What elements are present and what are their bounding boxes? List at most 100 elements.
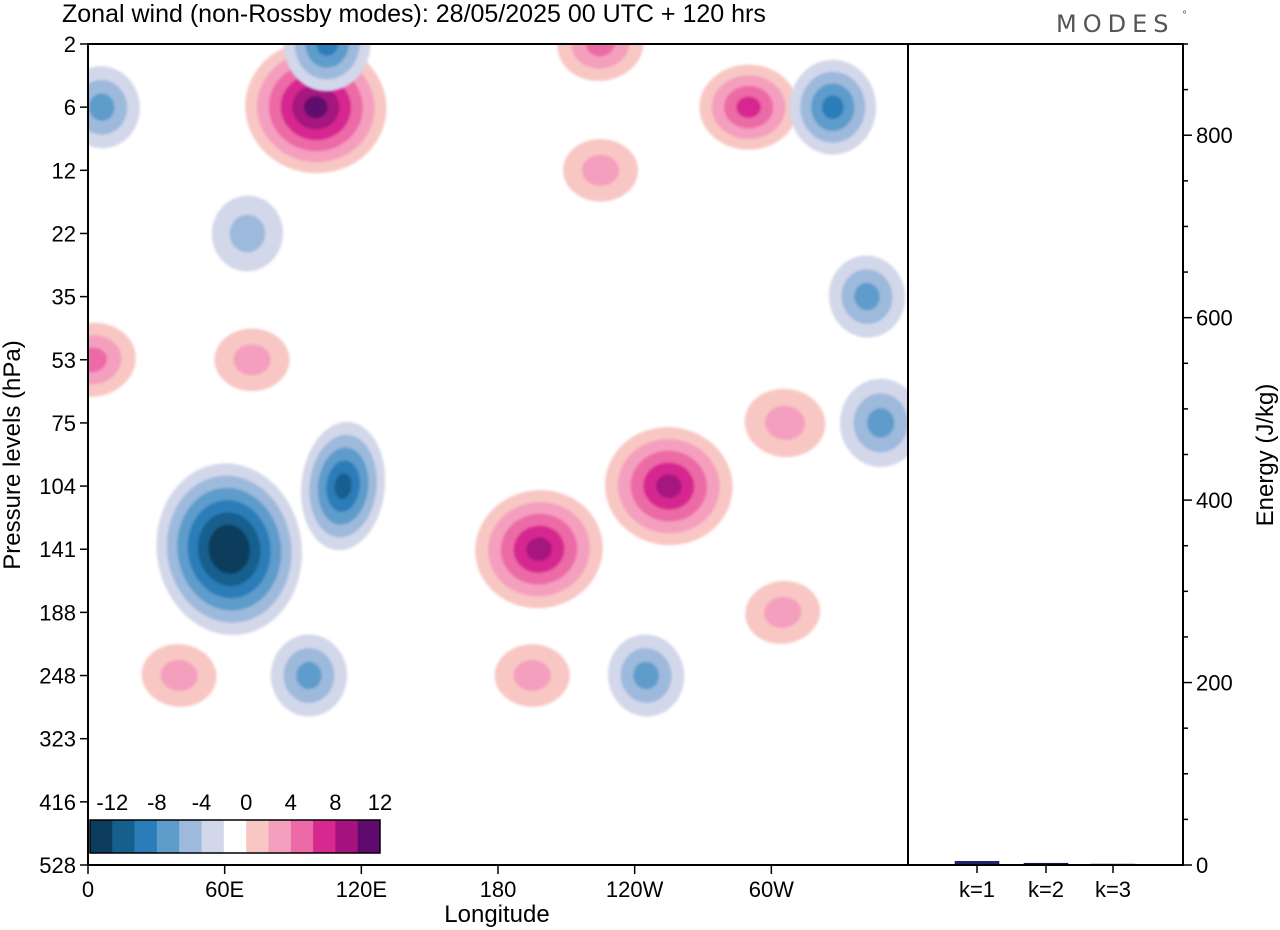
colorbar-label: 0 [240, 790, 252, 815]
y-tick-label: 323 [39, 727, 76, 752]
brand-text: MODES [1056, 10, 1174, 38]
y-tick-label: 2 [64, 32, 76, 57]
category-label: k=3 [1095, 877, 1131, 902]
contour-band [334, 473, 352, 499]
brand-mark: ° [1182, 10, 1187, 21]
contour-band [218, 536, 240, 562]
colorbar-swatch [90, 820, 113, 853]
colorbar-label: -12 [96, 790, 128, 815]
contour-band [822, 95, 844, 119]
y-tick-label: 188 [39, 600, 76, 625]
colorbar-swatch [246, 820, 269, 853]
colorbar-swatch [201, 820, 225, 853]
x-tick-label: 60W [749, 877, 794, 902]
y-tick-label: 104 [39, 474, 76, 499]
wind-feature [607, 634, 685, 717]
colorbar-frame [89, 819, 381, 854]
y-tick-label: 35 [52, 285, 76, 310]
wind-feature [604, 427, 733, 546]
contour-band [557, 44, 644, 82]
contour-band [304, 96, 328, 119]
contour-band [229, 214, 266, 253]
wind-feature [828, 255, 906, 338]
wind-feature [300, 421, 386, 551]
heatmap-field [88, 44, 908, 717]
wind-feature [156, 463, 302, 636]
contour-band [513, 659, 551, 692]
colorbar-swatch [112, 820, 135, 853]
x-axis-label: Longitude [444, 901, 549, 928]
colorbar-swatch [156, 820, 180, 853]
y-tick-label: 6 [64, 95, 76, 120]
y-tick-label: 12 [52, 158, 76, 183]
energy-tick-label: 200 [1196, 671, 1233, 696]
wind-feature [745, 580, 821, 644]
wind-feature [475, 490, 603, 609]
colorbar-swatch [134, 820, 158, 853]
colorbar-label: 4 [285, 790, 297, 815]
contour-band [854, 282, 880, 311]
y-tick-label: 416 [39, 790, 76, 815]
contour-band [764, 405, 806, 441]
contour-band [233, 344, 271, 376]
colorbar-label: -4 [192, 790, 212, 815]
colorbar-swatch [335, 820, 358, 853]
x-tick-label: 120W [606, 877, 664, 902]
wind-feature [211, 195, 284, 272]
contour-band [581, 154, 620, 186]
wind-feature [789, 59, 877, 155]
contour-band [633, 661, 659, 690]
y-tick-label: 528 [39, 853, 76, 878]
energy-bars: k=1 k=2 k=3 0 200 400 600 800 [954, 43, 1233, 902]
contour-band [867, 408, 895, 438]
colorbar-swatch [268, 820, 292, 853]
colorbar-label: 12 [368, 790, 392, 815]
energy-tick-label: 600 [1196, 306, 1233, 331]
colorbar-swatch [357, 820, 381, 853]
x-tick-label: 60E [205, 877, 244, 902]
wind-feature [494, 644, 570, 707]
energy-tick-label: 400 [1196, 488, 1233, 513]
y-tick-label: 22 [52, 221, 76, 246]
colorbar-swatch [290, 820, 314, 853]
axes: 0 60E 120E 180 120W 60W 2 6 12 22 35 53 75 104 141 188 2… [39, 32, 794, 902]
contour-band [305, 44, 349, 68]
contour-band [656, 474, 682, 498]
contour-band [88, 93, 115, 121]
modes-logo: MODES ° [1056, 10, 1187, 38]
wind-feature [214, 328, 290, 392]
x-tick-label: 0 [82, 877, 94, 902]
y-tick-label: 53 [52, 348, 76, 373]
energy-tick-label: 0 [1196, 853, 1208, 878]
wind-feature [88, 322, 136, 397]
colorbar: -12 -8 -4 0 4 8 12 [86, 786, 392, 856]
colorbar-label: -8 [147, 790, 167, 815]
wind-feature [563, 139, 638, 202]
wind-feature [270, 634, 347, 717]
wind-feature [744, 388, 826, 458]
energy-axis-label: Energy (J/kg) [1252, 384, 1279, 527]
y-tick-label: 248 [39, 664, 76, 689]
contour-band [88, 347, 107, 373]
colorbar-swatch [223, 820, 247, 853]
contour-band [296, 661, 322, 690]
wind-feature [141, 644, 217, 707]
x-tick-label: 120E [336, 877, 387, 902]
category-label: k=1 [959, 877, 995, 902]
contour-band [764, 596, 802, 629]
chart-title: Zonal wind (non-Rossby modes): 28/05/202… [62, 0, 766, 28]
y-tick-label: 75 [52, 411, 76, 436]
colorbar-label: 8 [329, 790, 341, 815]
wind-feature [699, 64, 798, 150]
contour-band [526, 537, 552, 562]
energy-tick-label: 800 [1196, 123, 1233, 148]
contour-band [736, 96, 761, 118]
y-tick-label: 141 [39, 537, 76, 562]
contour-band [160, 659, 198, 692]
colorbar-swatch [313, 820, 336, 853]
plot-frame [87, 43, 1184, 866]
wind-feature [840, 378, 908, 468]
y-axis-label: Pressure levels (hPa) [0, 340, 26, 569]
x-tick-label: 180 [480, 877, 517, 902]
